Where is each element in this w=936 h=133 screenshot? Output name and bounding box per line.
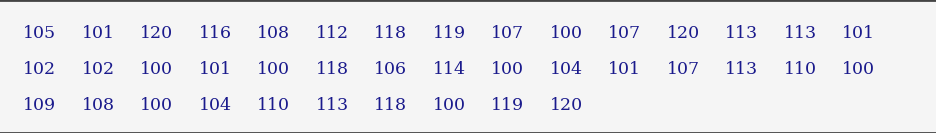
Text: 101: 101 — [199, 61, 232, 78]
Text: 120: 120 — [140, 25, 173, 42]
Text: 113: 113 — [784, 25, 817, 42]
Text: 100: 100 — [433, 97, 466, 114]
Text: 118: 118 — [316, 61, 349, 78]
Text: 102: 102 — [23, 61, 56, 78]
Text: 107: 107 — [608, 25, 641, 42]
Text: 108: 108 — [82, 97, 115, 114]
Text: 105: 105 — [23, 25, 56, 42]
Text: 100: 100 — [257, 61, 290, 78]
Text: 112: 112 — [316, 25, 349, 42]
Text: 100: 100 — [550, 25, 583, 42]
Text: 120: 120 — [666, 25, 700, 42]
Text: 119: 119 — [491, 97, 524, 114]
Text: 118: 118 — [374, 97, 407, 114]
Text: 114: 114 — [433, 61, 466, 78]
Text: 113: 113 — [316, 97, 349, 114]
Text: 104: 104 — [550, 61, 583, 78]
Text: 119: 119 — [433, 25, 466, 42]
Text: 116: 116 — [199, 25, 232, 42]
Text: 108: 108 — [257, 25, 290, 42]
Text: 120: 120 — [550, 97, 583, 114]
Text: 101: 101 — [842, 25, 875, 42]
Text: 100: 100 — [140, 61, 173, 78]
Text: 118: 118 — [374, 25, 407, 42]
Text: 100: 100 — [491, 61, 524, 78]
Text: 100: 100 — [140, 97, 173, 114]
Text: 102: 102 — [82, 61, 115, 78]
Text: 107: 107 — [491, 25, 524, 42]
Text: 113: 113 — [725, 61, 758, 78]
Text: 101: 101 — [608, 61, 641, 78]
Text: 110: 110 — [257, 97, 290, 114]
Text: 110: 110 — [784, 61, 817, 78]
Text: 113: 113 — [725, 25, 758, 42]
Text: 104: 104 — [199, 97, 232, 114]
Text: 109: 109 — [23, 97, 56, 114]
Text: 107: 107 — [666, 61, 700, 78]
Text: 101: 101 — [82, 25, 115, 42]
Text: 106: 106 — [374, 61, 407, 78]
Text: 100: 100 — [842, 61, 875, 78]
